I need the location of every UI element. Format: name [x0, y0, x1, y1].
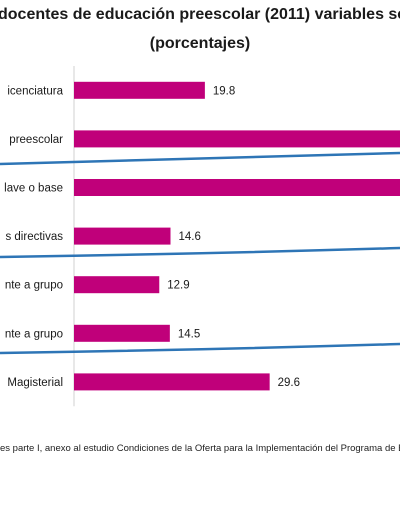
category-label-1: icenciatura — [7, 85, 63, 97]
chart-title-line-1: docentes de educación preescolar (2011) … — [0, 6, 400, 23]
bar-4 — [74, 227, 171, 245]
value-label-6: 14.5 — [178, 328, 200, 340]
value-label-group: 19.8 14.6 12.9 14.5 29.6 — [167, 85, 300, 389]
category-label-2: preescolar — [9, 134, 63, 146]
bar-3 — [74, 179, 400, 196]
separator-line-2 — [0, 246, 400, 259]
category-label-3: lave o base — [4, 183, 63, 195]
category-label-6: nte a grupo — [5, 328, 63, 340]
bar-6 — [74, 324, 170, 342]
value-label-7: 29.6 — [278, 377, 300, 389]
category-label-7: Magisterial — [7, 377, 63, 389]
chart-title-line-2: (porcentajes) — [149, 35, 251, 52]
separator-group — [0, 151, 400, 355]
bar-7 — [74, 373, 270, 391]
separator-line-1 — [0, 151, 400, 166]
category-label-4: s directivas — [5, 231, 63, 243]
value-label-5: 12.9 — [167, 280, 189, 292]
source-footnote: es parte I, anexo al estudio Condiciones… — [0, 443, 400, 454]
bar-group — [74, 81, 400, 391]
separator-line-3 — [0, 342, 400, 355]
bar-5 — [74, 276, 160, 294]
bar-1 — [74, 81, 205, 99]
value-label-4: 14.6 — [179, 231, 201, 243]
bar-2 — [74, 130, 400, 148]
category-label-group: icenciatura preescolar lave o base s direct… — [4, 85, 63, 389]
category-label-5: nte a grupo — [5, 280, 63, 292]
value-label-1: 19.8 — [213, 85, 235, 97]
